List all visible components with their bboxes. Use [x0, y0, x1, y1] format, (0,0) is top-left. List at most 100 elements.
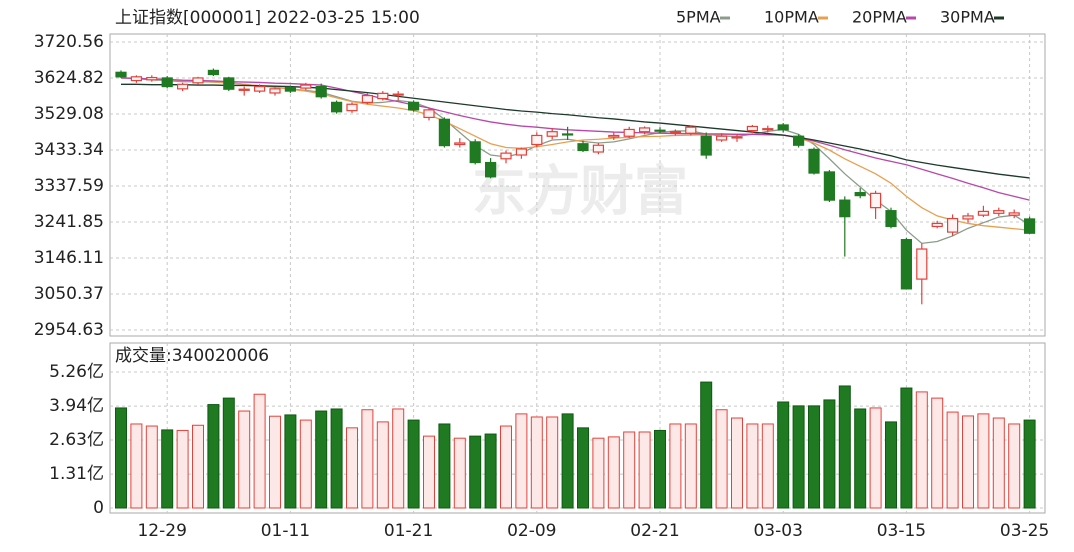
volume-bar [577, 427, 589, 509]
x-tick-label: 03-25 [1000, 521, 1049, 541]
y-tick-label: 5.26亿 [49, 362, 104, 382]
volume-bar [715, 409, 728, 509]
candle-body [223, 77, 235, 90]
candle-body [561, 133, 574, 136]
volume-bar [222, 397, 235, 509]
volume-bar [962, 415, 974, 509]
volume-bar [900, 387, 913, 509]
volume-bar [684, 423, 697, 509]
candle-body [300, 84, 312, 89]
volume-bar [469, 435, 482, 509]
volume-bar [207, 404, 220, 509]
legend-label: 30PMA [940, 8, 995, 27]
candle-body [962, 215, 974, 220]
candle-body [192, 77, 204, 84]
candle-body [931, 222, 943, 228]
volume-bar [238, 410, 251, 509]
volume-frame [109, 342, 1046, 514]
volume-bar [869, 407, 882, 509]
candle-body [115, 71, 127, 78]
volume-bar [392, 408, 405, 509]
candle-body [146, 76, 158, 81]
y-tick-label: 3720.56 [34, 32, 104, 52]
volume-bar [592, 437, 605, 509]
candle-body [130, 76, 142, 82]
volume-bar [838, 385, 851, 509]
volume-bar [500, 425, 512, 509]
legend-label: 10PMA [764, 8, 819, 27]
candle-body [577, 143, 589, 152]
y-tick-label: 2.63亿 [49, 430, 104, 450]
volume-bar [915, 391, 928, 509]
volume-bar [654, 429, 666, 509]
candle-body [731, 136, 743, 139]
volume-bar [115, 407, 127, 509]
candle-body [346, 103, 358, 112]
candle-body [946, 217, 959, 233]
candle-body [623, 128, 635, 137]
candle-body [392, 93, 404, 96]
candle-body [823, 171, 836, 201]
volume-bar [253, 393, 266, 509]
candle-body [777, 124, 789, 131]
volume-bar [854, 408, 867, 509]
y-tick-label: 3337.59 [34, 176, 104, 196]
volume-bar [931, 397, 944, 509]
candle-body [685, 126, 697, 134]
candle-body [669, 131, 682, 134]
candle-body [608, 134, 620, 138]
candle-body [869, 192, 882, 209]
volume-bar [145, 425, 158, 509]
candle-body [469, 141, 481, 164]
volume-bar [638, 431, 651, 509]
volume-bar [731, 417, 743, 509]
volume-bar [484, 433, 497, 509]
y-tick-label: 0 [93, 498, 104, 518]
candle-body [746, 125, 759, 132]
candle-body [977, 210, 990, 216]
volume-bar [1023, 419, 1036, 509]
volume-bar [561, 413, 574, 509]
y-tick-label: 3624.82 [34, 68, 104, 88]
candle-body [638, 127, 651, 133]
y-tick-label: 1.31亿 [49, 464, 104, 484]
candle-body [515, 148, 528, 156]
volume-bar [299, 419, 312, 509]
candle-body [531, 134, 543, 146]
watermark: 东方财富 [472, 160, 688, 223]
volume-bar [669, 423, 682, 509]
candle-body [654, 129, 666, 132]
volume-bar [530, 416, 543, 509]
candle-body [454, 142, 466, 146]
candle-body [238, 88, 250, 91]
volume-bar [761, 423, 774, 509]
price-frame [109, 33, 1046, 337]
x-tick-label: 03-03 [753, 521, 802, 541]
volume-bar [192, 424, 204, 509]
candle-body [762, 128, 774, 131]
candle-body [438, 118, 450, 147]
y-tick-label: 2954.63 [34, 320, 104, 340]
candle-body [900, 239, 913, 290]
y-tick-label: 3529.08 [34, 104, 104, 124]
y-tick-label: 3433.34 [34, 140, 104, 160]
candle-body [885, 210, 897, 228]
candle-body [546, 131, 558, 137]
volume-bar [700, 381, 713, 509]
x-tick-label: 01-11 [261, 521, 310, 541]
volume-bar [161, 429, 174, 509]
volume-bar [946, 411, 959, 509]
legend-label: 20PMA [852, 8, 907, 27]
legend-label: 5PMA [676, 8, 721, 27]
candle-body [1023, 218, 1036, 234]
volume-bar [269, 415, 281, 509]
chart-title: 上证指数[000001] 2022-03-25 15:00 [115, 8, 420, 28]
candle-body [177, 83, 189, 90]
volume-bar [1008, 423, 1021, 509]
candle-body [361, 95, 373, 103]
candle-body [254, 85, 266, 92]
candle-body [207, 69, 219, 76]
volume-bar [130, 423, 143, 509]
volume-bar [438, 423, 451, 509]
candle-body [500, 152, 512, 160]
